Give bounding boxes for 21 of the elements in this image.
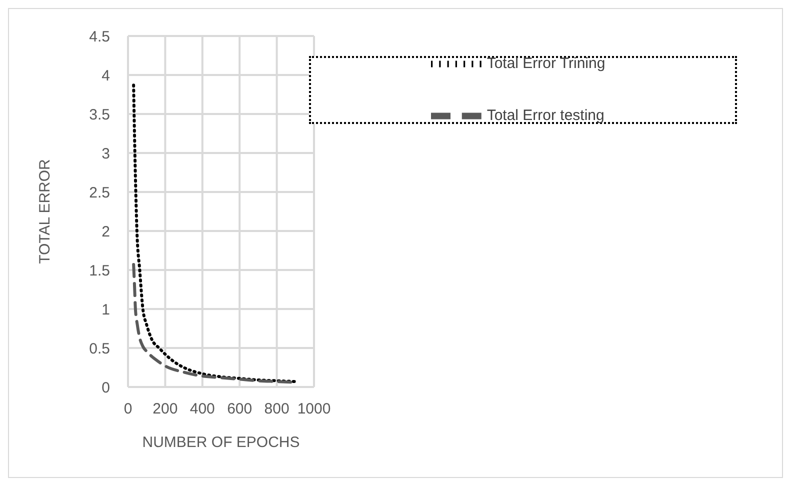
line-series — [132, 84, 297, 384]
x-tick-label: 0 — [124, 400, 132, 418]
legend-label: Total Error Trining — [486, 54, 606, 72]
x-tick-label: 800 — [264, 400, 290, 418]
x-tick-label: 1000 — [297, 400, 331, 418]
y-tick-label: 4 — [102, 67, 110, 84]
y-tick-label: 2 — [102, 223, 110, 240]
y-tick-label: 3.5 — [89, 106, 110, 124]
x-tick-label: 400 — [190, 400, 215, 418]
legend-label: Total Error testing — [486, 106, 604, 124]
y-tick-label: 0.5 — [89, 340, 110, 358]
y-axis-title: TOTAL ERROR — [36, 158, 54, 264]
y-tick-label: 2.5 — [89, 184, 110, 202]
x-axis-title: NUMBER OF EPOCHS — [142, 434, 300, 451]
y-tick-label: 4.5 — [89, 28, 110, 46]
y-tick-label: 0 — [102, 379, 110, 396]
x-tick-label: 200 — [152, 400, 178, 418]
y-tick-label: 1 — [102, 301, 110, 318]
x-tick-label: 600 — [227, 400, 252, 418]
y-tick-label: 1.5 — [89, 262, 110, 280]
y-tick-label: 3 — [102, 145, 110, 162]
